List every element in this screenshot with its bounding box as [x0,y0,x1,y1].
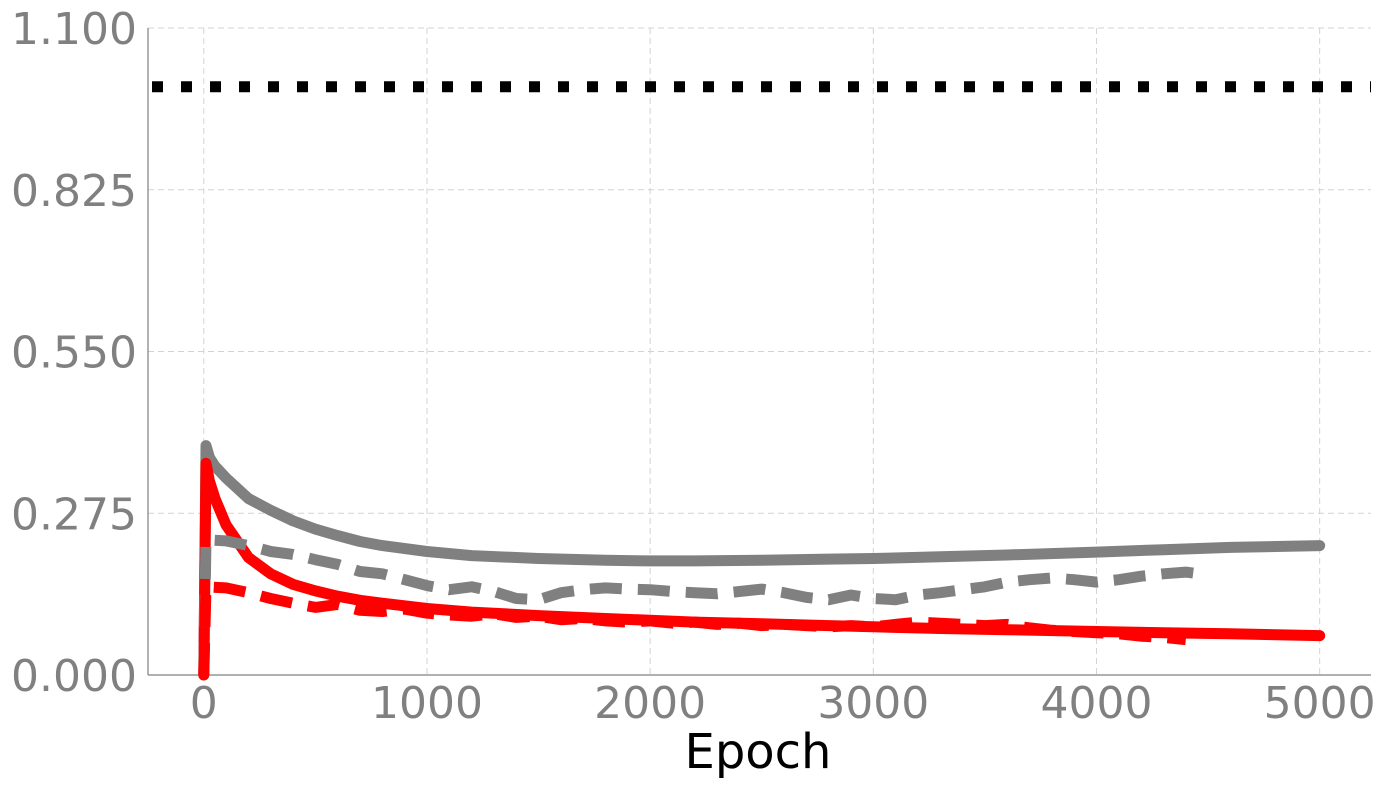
x-tick-label: 4000 [1041,678,1153,729]
y-tick-label: 0.275 [11,489,137,540]
x-tick-label: 1000 [371,678,483,729]
y-tick-label: 1.100 [11,4,137,55]
x-tick-label: 5000 [1264,678,1376,729]
series-line-1-solid [198,440,1326,681]
x-tick-label: 2000 [594,678,706,729]
x-tick-label: 3000 [817,678,929,729]
tick-labels: 0 1000 2000 3000 4000 5000 0.000 0.275 0.550 0.82… [11,4,1376,729]
series-line-3-dashed [198,534,1209,676]
x-axis-title: Epoch [685,724,832,780]
y-tick-label: 0.000 [11,651,137,702]
y-tick-label: 0.550 [11,328,137,379]
y-tick-label: 0.825 [11,166,137,217]
axes [147,28,1371,676]
grid-lines [148,27,1371,676]
series-lines [148,81,1371,681]
x-tick-label: 0 [190,678,218,729]
